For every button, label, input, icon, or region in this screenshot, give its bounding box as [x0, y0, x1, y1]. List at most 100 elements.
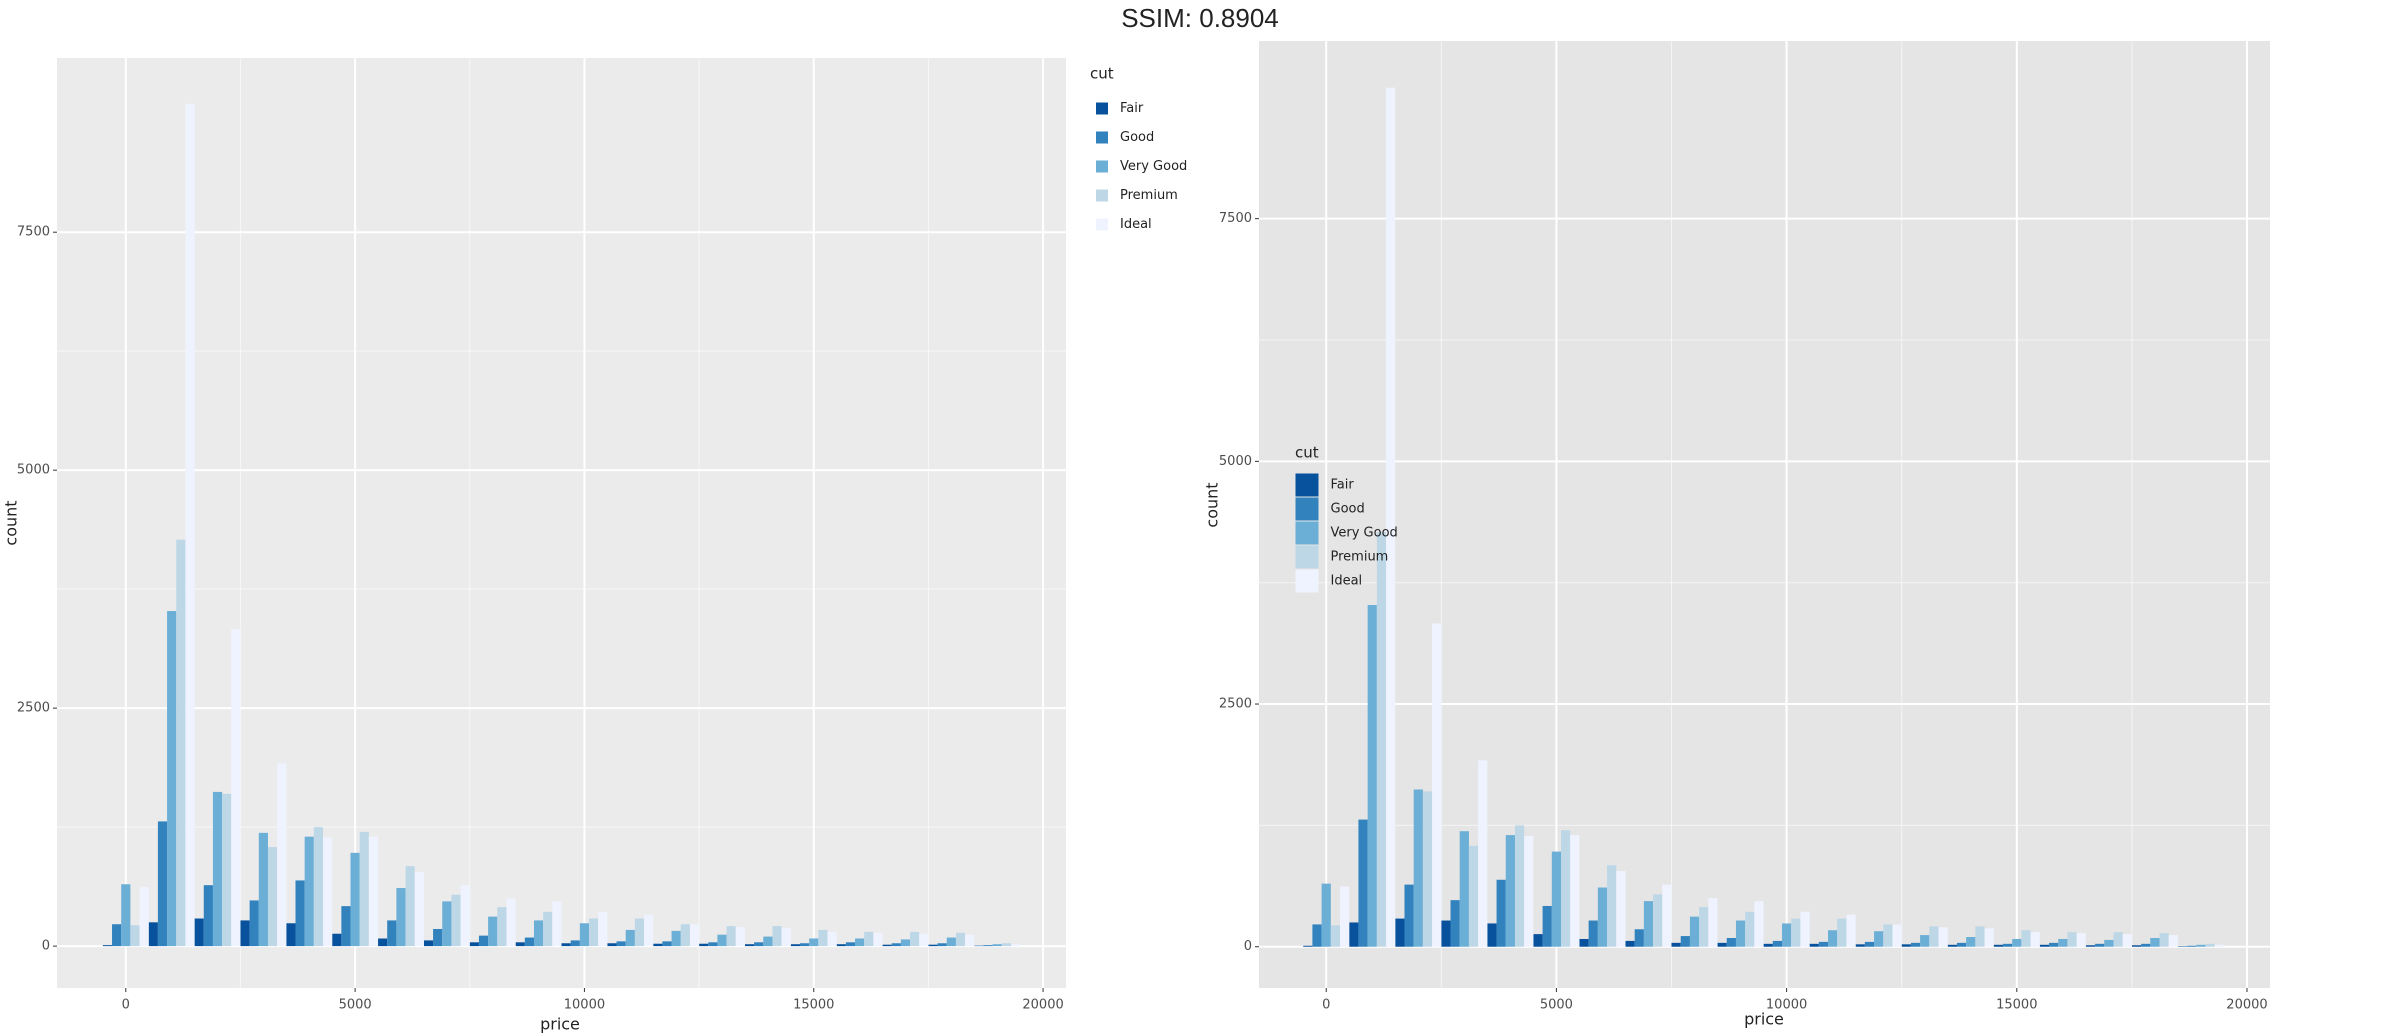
bar: [1010, 944, 1021, 947]
bar: [1542, 905, 1552, 947]
bar: [1901, 944, 1911, 947]
bar: [2012, 938, 2022, 947]
legend-label: Good: [1120, 130, 1154, 145]
bar: [1478, 760, 1488, 947]
bar: [359, 831, 369, 947]
bar: [845, 942, 856, 947]
bar: [1432, 623, 1442, 947]
bar: [634, 918, 645, 947]
bar: [185, 103, 195, 947]
bar: [258, 832, 268, 947]
bar: [1892, 924, 1902, 947]
x-tick-label: 10000: [564, 998, 605, 1013]
bar: [332, 933, 342, 947]
bar: [827, 931, 837, 947]
bar: [2021, 930, 2031, 947]
bar: [836, 944, 846, 947]
bar: [1809, 943, 1819, 947]
bar: [1837, 918, 1847, 947]
bar: [644, 914, 654, 947]
y-tick-label: 2500: [1219, 697, 1252, 712]
bar: [882, 944, 892, 947]
bar: [1312, 924, 1322, 947]
x-tick-label: 10000: [1766, 998, 1807, 1013]
bar: [1993, 944, 2003, 947]
bar: [689, 924, 700, 947]
legend-key: [1096, 189, 1108, 202]
bar: [2049, 942, 2059, 947]
bar: [1699, 906, 1709, 947]
legend-label: Fair: [1331, 478, 1355, 493]
bar: [1662, 884, 1672, 947]
bar: [1689, 916, 1700, 947]
bar: [662, 941, 672, 947]
bar: [680, 924, 690, 947]
bar: [2122, 934, 2132, 947]
y-axis-title: count: [1203, 482, 1222, 527]
bar: [2039, 944, 2050, 947]
bar: [478, 935, 489, 947]
bar: [2095, 943, 2105, 947]
bar: [543, 911, 553, 947]
bar: [1883, 924, 1893, 947]
y-tick-label: 5000: [1219, 454, 1252, 469]
bar: [433, 928, 443, 947]
panel: [57, 58, 1066, 988]
bar: [1340, 886, 1350, 947]
bar: [744, 944, 755, 947]
bar: [1514, 825, 1525, 947]
x-tick-label: 15000: [793, 998, 834, 1013]
bar: [1570, 835, 1580, 947]
bar: [451, 894, 461, 947]
bar: [717, 934, 727, 947]
bar: [423, 940, 434, 947]
bar: [1367, 605, 1377, 947]
legend-title: cut: [1090, 65, 1114, 83]
bar: [1422, 791, 1433, 947]
bar: [1303, 945, 1313, 947]
bar: [726, 926, 736, 947]
bar: [1984, 928, 1994, 947]
y-tick-label: 7500: [1219, 211, 1252, 226]
bar: [570, 940, 580, 947]
bar: [323, 837, 333, 947]
y-tick-label: 0: [42, 939, 50, 954]
bar: [1920, 935, 1930, 947]
bar: [1975, 926, 1985, 947]
legend-label: Ideal: [1120, 217, 1152, 232]
bar: [2131, 945, 2142, 947]
bar: [1468, 845, 1479, 947]
bar: [1330, 925, 1341, 947]
bar: [1800, 911, 1810, 947]
bar: [1735, 920, 1746, 947]
x-axis-title: price: [540, 1015, 580, 1034]
bar: [1643, 901, 1654, 947]
bar: [1588, 920, 1598, 947]
bar: [1634, 929, 1644, 947]
bar: [2058, 938, 2068, 947]
bar: [864, 931, 874, 947]
bar: [1763, 943, 1773, 947]
bar: [1524, 836, 1534, 947]
y-tick-label: 2500: [17, 701, 50, 716]
bar: [488, 916, 498, 947]
y-tick-label: 5000: [17, 463, 50, 478]
bar: [277, 763, 287, 947]
bar: [616, 941, 626, 947]
bar: [102, 945, 113, 947]
bar: [2104, 939, 2114, 947]
bar: [2214, 944, 2224, 947]
bar: [1413, 789, 1423, 947]
bar: [910, 931, 920, 947]
legend-key: [1295, 473, 1319, 497]
bar: [387, 920, 397, 947]
bar: [1772, 940, 1782, 947]
bar: [167, 611, 177, 947]
bar: [121, 884, 131, 947]
bar: [708, 942, 718, 947]
bar: [1653, 894, 1663, 947]
bar: [304, 836, 314, 947]
y-tick-label: 0: [1244, 939, 1252, 954]
bar: [1597, 887, 1608, 947]
bar: [1358, 819, 1368, 947]
